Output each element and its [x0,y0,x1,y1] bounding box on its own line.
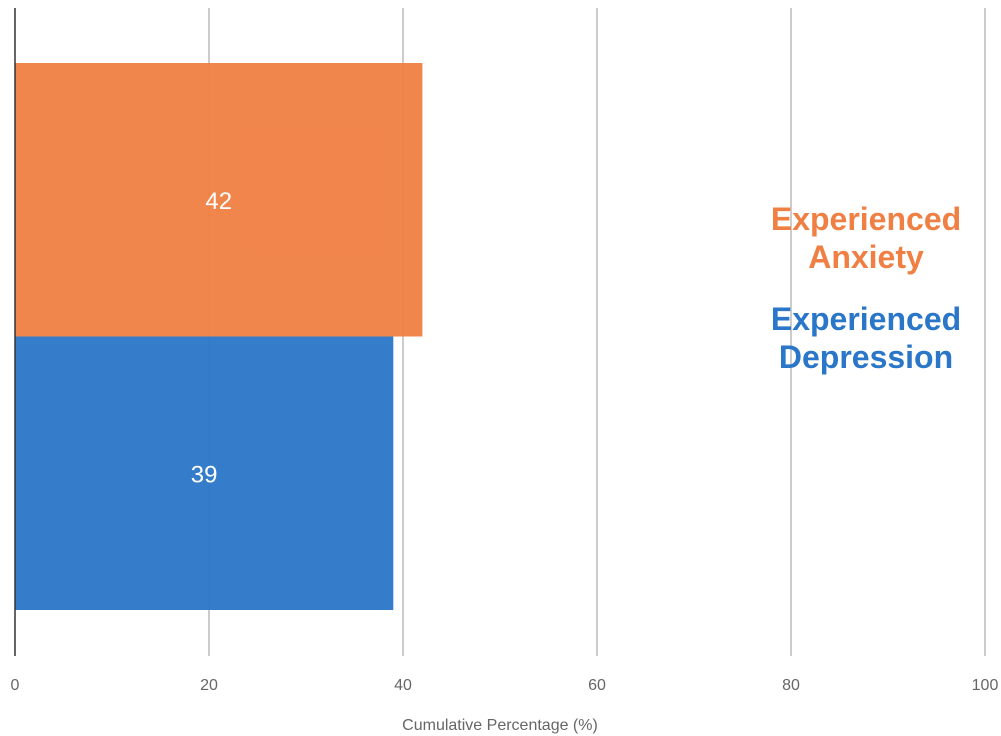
x-tick-label: 0 [11,677,20,694]
bar-value-label: 39 [191,461,218,488]
x-axis-title: Cumulative Percentage (%) [402,717,598,734]
x-tick-label: 100 [972,677,999,694]
bar [15,336,394,610]
x-axis-ticks: 0 20 40 60 80 100 [11,677,999,694]
bars: 42 39 [15,63,423,610]
bar [15,63,423,337]
legend-entry: Experienced Anxiety [771,201,961,275]
x-tick-label: 40 [394,677,412,694]
legend-entry: Experienced Depression [771,301,961,375]
x-tick-label: 60 [588,677,606,694]
x-tick-label: 20 [200,677,218,694]
x-tick-label: 80 [782,677,800,694]
legend: Experienced Anxiety Experienced Depression [771,201,961,375]
bar-value-label: 42 [205,188,232,215]
